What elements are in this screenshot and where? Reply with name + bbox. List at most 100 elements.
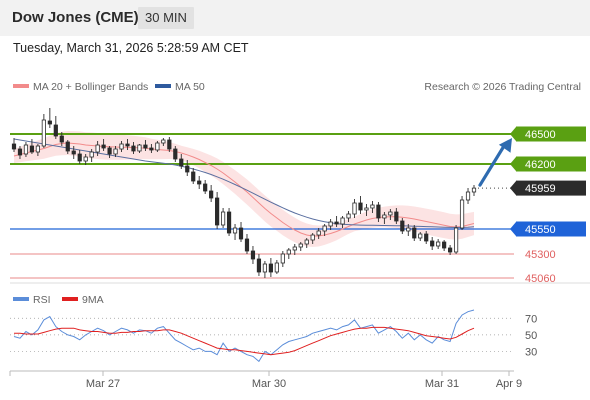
ma50-legend-label: MA 50 [175,81,205,93]
candle-body-down [376,204,381,219]
candle [161,138,166,146]
candle [459,196,465,230]
candle [17,146,23,159]
candle [35,144,40,156]
candle-body-up [119,143,124,150]
candle [149,144,154,153]
candle-body-down [250,250,256,260]
candle-body-up [328,221,333,227]
level-box-46200 [516,156,586,172]
candle [59,132,64,146]
candle-body-up [453,227,459,253]
research-credit: Research © 2026 Trading Central [424,81,581,93]
candle-body-up [352,202,357,215]
candle [47,108,52,128]
candle-body-up [382,214,387,219]
ma9-legend-label: 9MA [82,294,104,306]
candle [71,146,76,159]
candle-body-up [137,144,142,152]
x-tick-label: Mar 31 [425,378,459,390]
candle-body-down [400,220,405,232]
candle-body-down [185,165,190,173]
candle [382,212,387,224]
candle-body-up [41,119,46,147]
rsi-legend-swatch [13,297,29,301]
candle [119,141,124,152]
rsi-legend-label: RSI [33,294,51,306]
candle-body-up [220,211,226,226]
candle-body-up [113,148,118,155]
candle-body-down [125,143,130,147]
candle-body-down [358,202,363,211]
x-tick-label: Mar 27 [86,378,120,390]
candle-body-up [23,144,29,155]
candle [334,216,339,227]
candle [256,254,262,276]
candle [250,246,256,264]
candle-body-up [340,217,345,225]
x-axis: Mar 27 Mar 30 Mar 31 Apr 9 [9,371,522,390]
candle [406,224,411,236]
candle [89,149,94,162]
candle [179,154,184,169]
candle-body-down [101,144,106,149]
candle-body-up [95,144,100,153]
candle [442,240,447,251]
candle [23,142,29,157]
candle-body-down [71,150,76,155]
level-label-45959: 45959 [525,183,556,195]
level-box-45959 [516,180,586,196]
level-box-45550 [516,221,586,237]
level-label-46200: 46200 [525,159,556,171]
level-label-45550: 45550 [525,224,556,236]
header-bar: Dow Jones (CME) 30 MIN [0,0,590,36]
price-level-labels: 46500 46200 45959 45550 45300 45060 [510,126,586,285]
candle-body-up [316,230,321,236]
candle [203,180,208,194]
candle [286,248,291,259]
level-label-45300: 45300 [525,249,556,261]
candle-body-down [17,148,23,156]
candle [400,218,405,234]
candle-body-up [471,187,477,193]
candle [191,168,196,184]
candle-body-down [179,158,184,167]
candle [448,245,453,255]
candle [83,154,88,165]
candle-body-down [149,147,154,151]
level-pointer-45550 [510,222,516,236]
candle-body-down [430,240,435,247]
rsi-tick-50: 50 [525,330,537,342]
candle-body-up [459,199,465,229]
candle [316,228,321,239]
candle [244,234,250,254]
candle-body-up [406,227,411,232]
candle-body-up [304,239,309,245]
candle-body-down [256,258,262,273]
candle-body-down [203,183,208,192]
candle-body-down [394,211,399,222]
candle [346,211,351,222]
candle-body-down [334,221,339,225]
candle [328,219,333,230]
candle [167,137,172,152]
candle [322,224,327,236]
x-tick-label: Mar 30 [252,378,286,390]
candle-body-down [53,124,58,137]
candle [101,139,106,151]
candle [262,261,268,278]
candle [430,237,435,250]
timeframe-badge[interactable]: 30 MIN [138,7,194,29]
candle [388,209,393,220]
candle [220,208,226,228]
candle [11,138,17,152]
candle [424,231,429,244]
candle [137,144,142,153]
candle-body-down [77,153,82,162]
level-box-46500 [516,126,586,142]
candle-body-down [448,247,453,253]
candle [53,116,58,139]
candle-body-down [191,171,196,182]
candle [370,201,375,213]
candle-body-up [370,204,375,209]
